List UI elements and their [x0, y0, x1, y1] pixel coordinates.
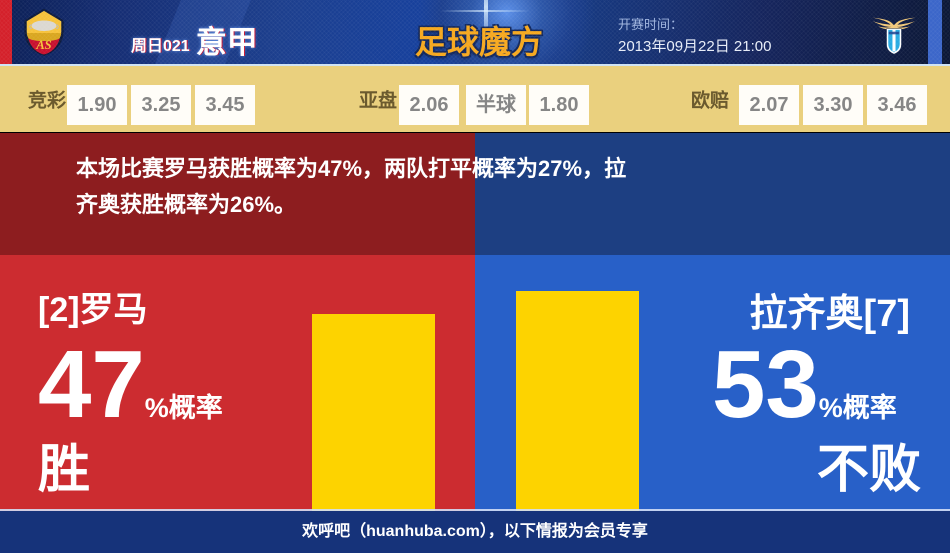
svg-text:AS: AS [35, 38, 51, 52]
